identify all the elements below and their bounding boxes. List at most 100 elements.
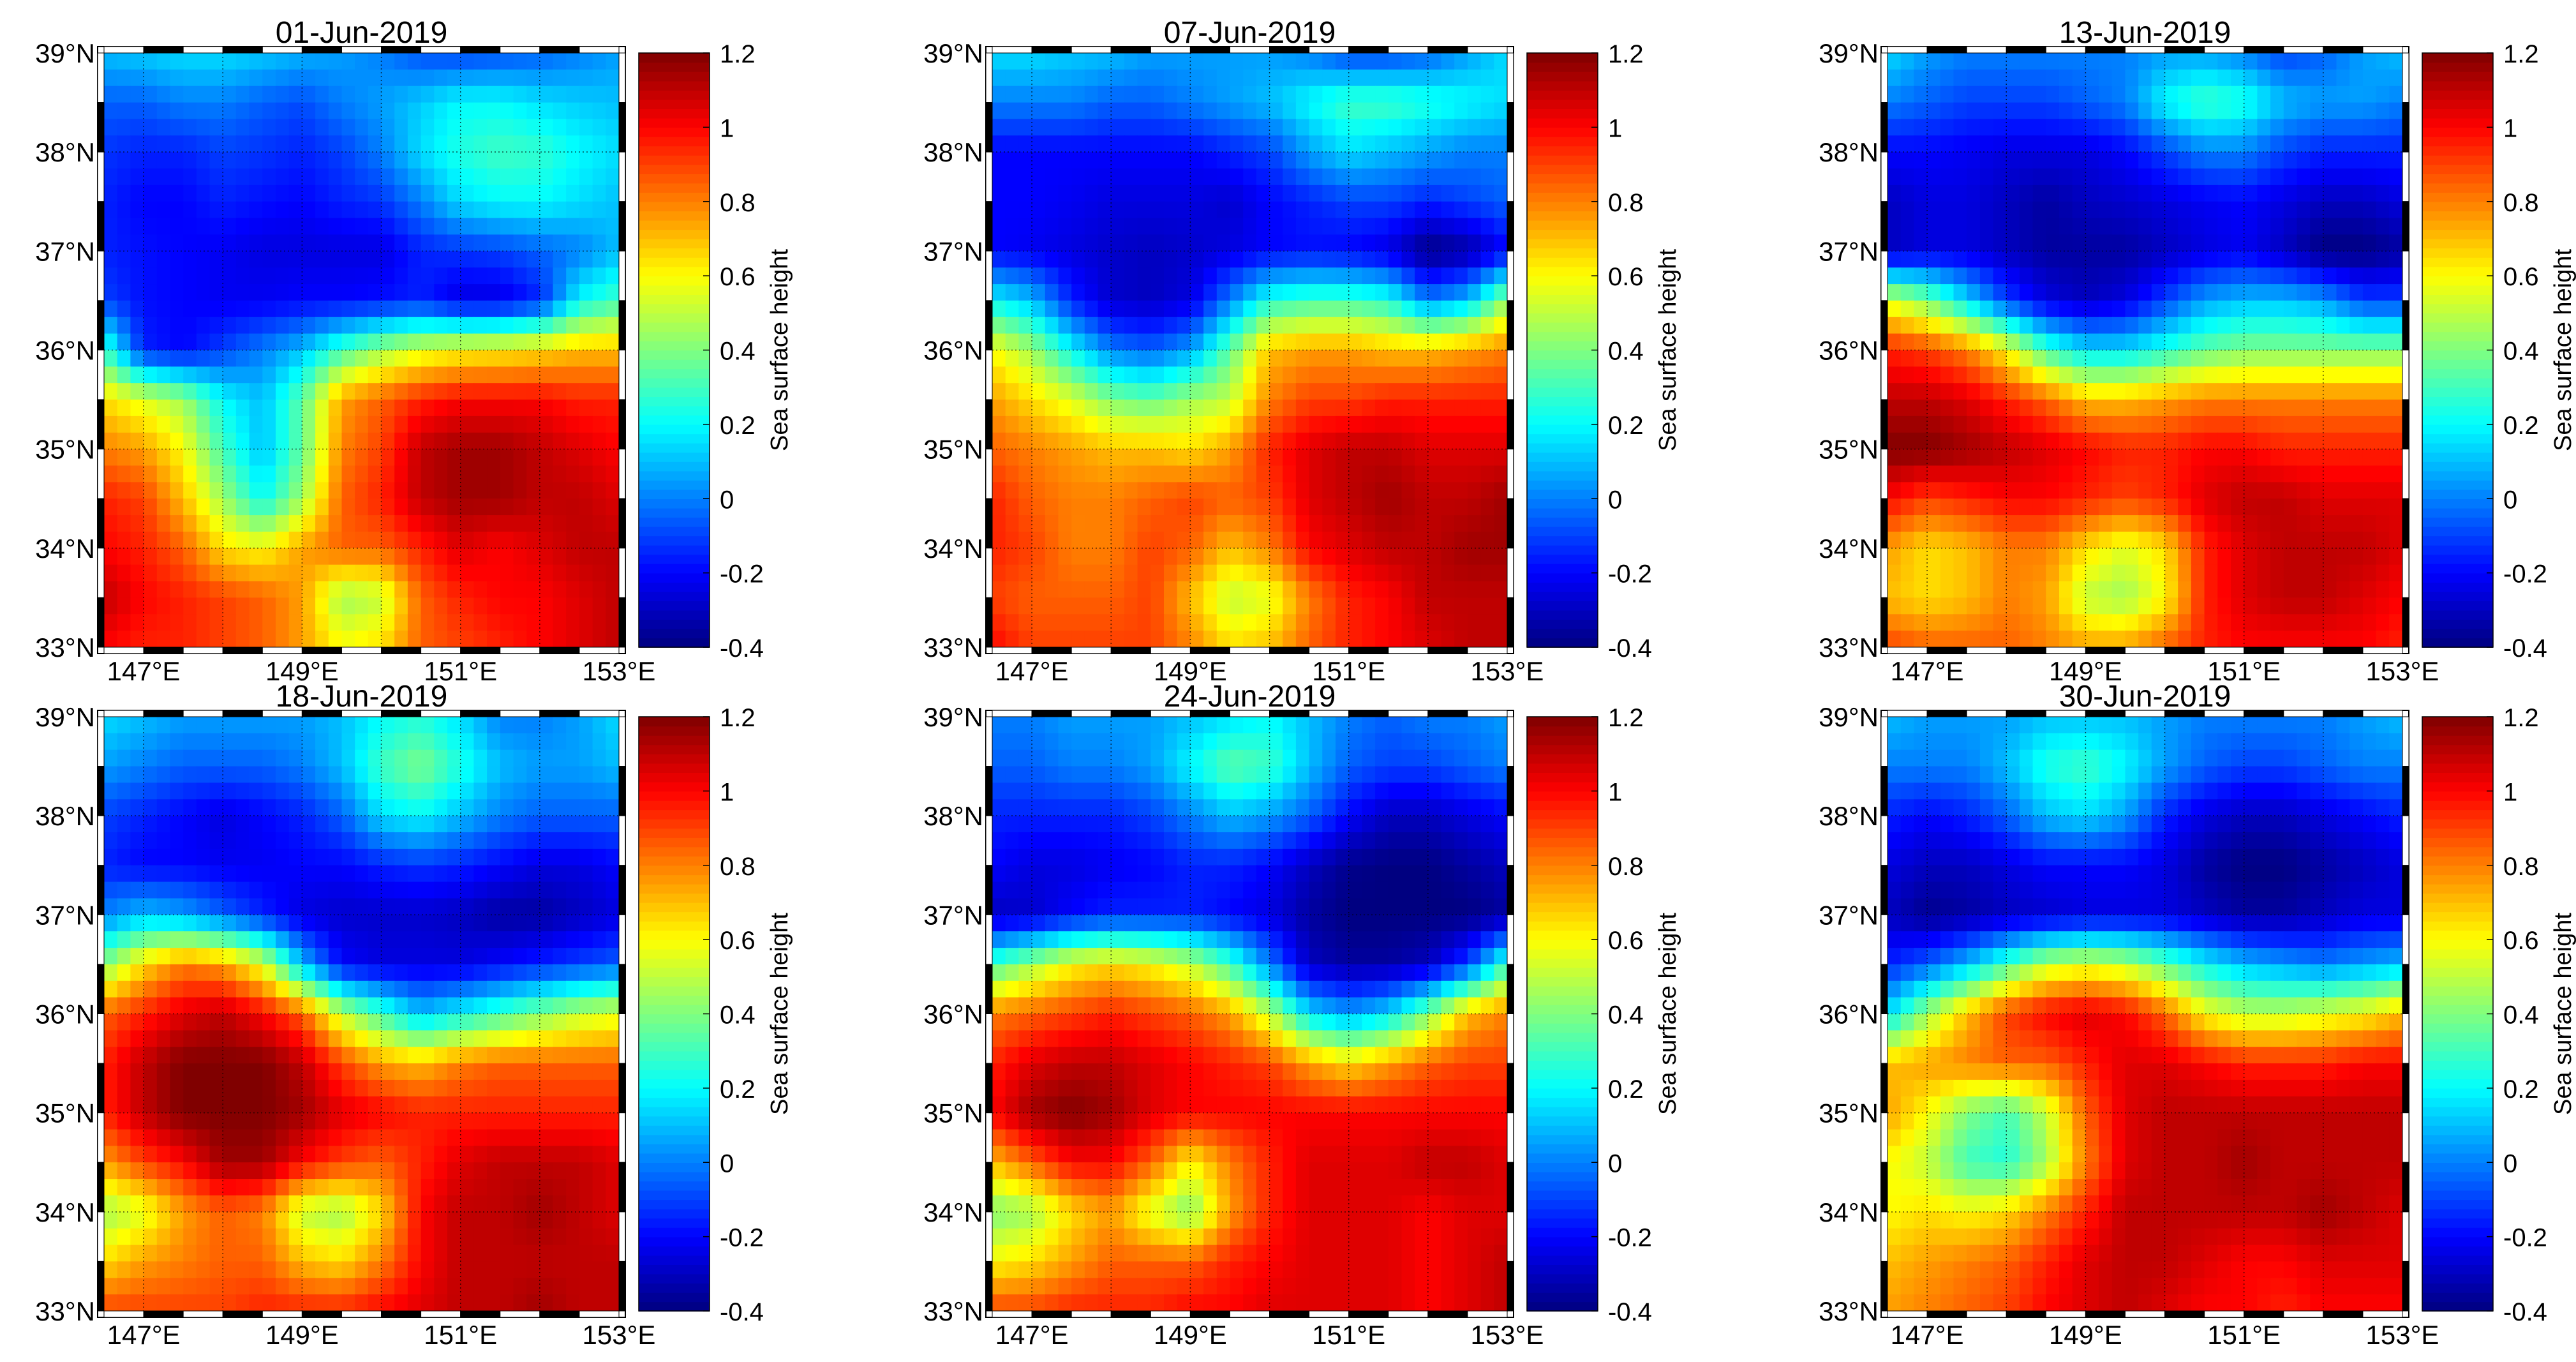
- heatmap-cell: [170, 53, 184, 70]
- heatmap-cell: [592, 350, 607, 368]
- heatmap-cell: [1887, 135, 1902, 153]
- heatmap-cell: [2310, 135, 2324, 153]
- heatmap-cell: [1111, 218, 1125, 236]
- heatmap-cell: [2111, 614, 2126, 631]
- heatmap-cell: [1283, 317, 1297, 334]
- heatmap-cell: [487, 465, 501, 483]
- heatmap-cell: [1216, 168, 1231, 186]
- heatmap-cell: [1979, 201, 1994, 219]
- colorbar-swatch: [639, 183, 710, 193]
- heatmap-cell: [1914, 300, 1928, 318]
- heatmap-cell: [1005, 267, 1020, 285]
- heatmap-cell: [606, 119, 620, 137]
- heatmap-cell: [1887, 300, 1902, 318]
- heatmap-cell: [473, 366, 488, 384]
- heatmap-cell: [223, 515, 237, 532]
- heatmap-cell: [2323, 383, 2337, 400]
- heatmap-cell: [500, 597, 514, 615]
- heatmap-cell: [2072, 581, 2087, 599]
- heatmap-cell: [2085, 465, 2099, 483]
- heatmap-cell: [1216, 449, 1231, 467]
- frame-segment: [1966, 647, 2007, 654]
- heatmap-cell: [2323, 515, 2337, 532]
- heatmap-cell: [1164, 614, 1178, 631]
- heatmap-cell: [2376, 548, 2390, 565]
- heatmap-cell: [553, 383, 567, 400]
- heatmap-cell: [539, 168, 554, 186]
- heatmap-cell: [1190, 515, 1204, 532]
- heatmap-cell: [2204, 432, 2219, 450]
- heatmap-cell: [1216, 515, 1231, 532]
- heatmap-cell: [2032, 300, 2047, 318]
- heatmap-cell: [1084, 449, 1099, 467]
- heatmap-cell: [156, 366, 171, 384]
- heatmap-cell: [130, 333, 144, 351]
- heatmap-cell: [2323, 333, 2337, 351]
- heatmap-cell: [130, 749, 144, 767]
- frame-segment: [579, 46, 620, 54]
- heatmap-cell: [1336, 201, 1350, 219]
- heatmap-cell: [1388, 564, 1403, 582]
- heatmap-cell: [2178, 465, 2192, 483]
- heatmap-cell: [460, 532, 475, 549]
- frame-segment: [1110, 46, 1151, 54]
- heatmap-cell: [1164, 69, 1178, 87]
- heatmap-cell: [2217, 498, 2231, 516]
- heatmap-cell: [1441, 366, 1455, 384]
- heatmap-cell: [1993, 564, 2007, 582]
- heatmap-cell: [2270, 400, 2284, 417]
- heatmap-cell: [276, 465, 290, 483]
- heatmap-cell: [460, 498, 475, 516]
- heatmap-cell: [2059, 366, 2073, 384]
- heatmap-cell: [288, 218, 303, 236]
- heatmap-cell: [606, 816, 620, 833]
- heatmap-cell: [2257, 482, 2271, 500]
- heatmap-cell: [2283, 581, 2298, 599]
- heatmap-cell: [1953, 267, 1967, 285]
- colorbar-swatch: [2422, 507, 2493, 518]
- heatmap-cell: [2231, 564, 2245, 582]
- heatmap-cell: [1177, 532, 1191, 549]
- heatmap-cell: [1150, 548, 1165, 565]
- heatmap-cell: [2072, 251, 2087, 268]
- heatmap-cell: [276, 564, 290, 582]
- colorbar-swatch: [639, 229, 710, 239]
- heatmap-cell: [196, 432, 211, 450]
- frame-segment: [97, 201, 105, 251]
- heatmap-cell: [487, 135, 501, 153]
- heatmap-cell: [992, 532, 1006, 549]
- heatmap-cell: [1164, 597, 1178, 615]
- heatmap-cell: [1441, 218, 1455, 236]
- heatmap-cell: [1454, 218, 1468, 236]
- heatmap-cell: [1993, 333, 2007, 351]
- heatmap-cell: [328, 415, 343, 433]
- heatmap-cell: [460, 366, 475, 384]
- heatmap-cell: [434, 102, 448, 120]
- heatmap-cell: [1914, 102, 1928, 120]
- heatmap-cell: [2376, 267, 2390, 285]
- heatmap-cell: [1388, 465, 1403, 483]
- heatmap-cell: [1415, 581, 1429, 599]
- heatmap-cell: [1336, 333, 1350, 351]
- heatmap-cell: [592, 564, 607, 582]
- heatmap-cell: [315, 631, 329, 648]
- heatmap-cell: [2059, 581, 2073, 599]
- heatmap-cell: [1018, 317, 1032, 334]
- heatmap-cell: [2164, 86, 2178, 103]
- heatmap-cell: [183, 733, 197, 751]
- heatmap-cell: [1150, 152, 1165, 169]
- heatmap-cell: [1494, 86, 1508, 103]
- heatmap-cell: [513, 597, 527, 615]
- heatmap-cell: [2178, 53, 2192, 70]
- heatmap-cell: [566, 400, 580, 417]
- heatmap-cell: [2151, 498, 2166, 516]
- heatmap-cell: [2376, 251, 2390, 268]
- heatmap-cell: [355, 400, 369, 417]
- heatmap-cell: [209, 515, 223, 532]
- colorbar-swatch: [2422, 90, 2493, 100]
- heatmap-cell: [473, 515, 488, 532]
- heatmap-cell: [2085, 581, 2099, 599]
- heatmap-cell: [1283, 581, 1297, 599]
- heatmap-cell: [460, 218, 475, 236]
- heatmap-cell: [1032, 515, 1046, 532]
